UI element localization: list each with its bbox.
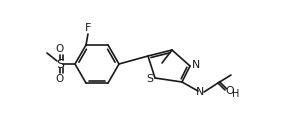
Text: O: O (226, 86, 234, 96)
Text: N: N (196, 87, 204, 97)
Text: N: N (192, 60, 200, 70)
Text: F: F (85, 23, 91, 33)
Text: O: O (56, 74, 64, 83)
Text: S: S (56, 58, 64, 71)
Text: O: O (56, 45, 64, 54)
Text: S: S (147, 74, 153, 84)
Text: H: H (232, 89, 240, 99)
